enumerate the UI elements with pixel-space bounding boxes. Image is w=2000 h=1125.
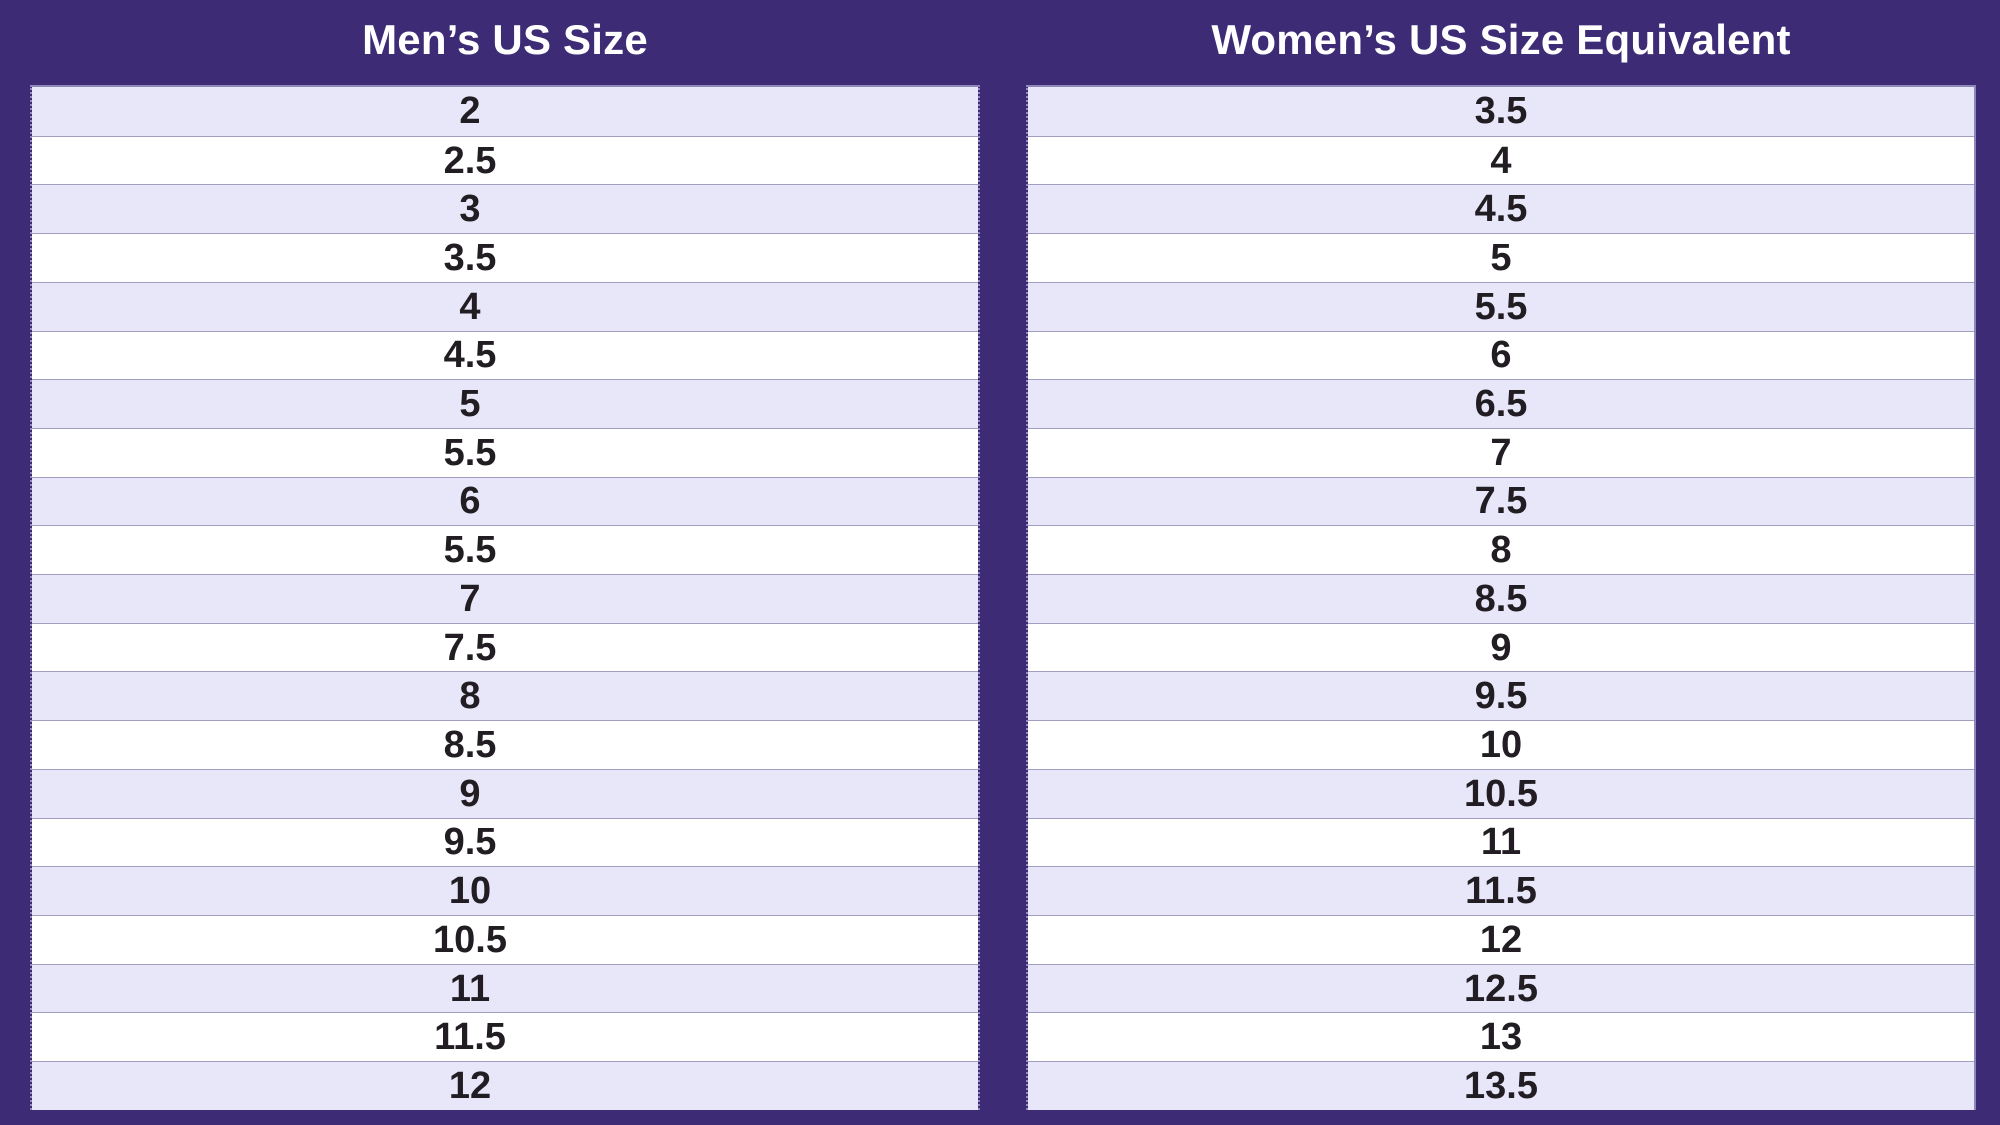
size-value: 6 — [1490, 334, 1512, 377]
table-row: 7 — [32, 574, 978, 623]
size-value: 10 — [448, 870, 492, 913]
size-value: 8 — [459, 675, 481, 718]
size-value: 5 — [1490, 236, 1512, 279]
table-row: 4.5 — [1028, 184, 1974, 234]
table-row: 5 — [1028, 233, 1974, 282]
size-value: 8.5 — [1474, 577, 1528, 620]
table-row: 8.5 — [1028, 574, 1974, 623]
size-value: 7.5 — [443, 626, 497, 669]
table-row: 11 — [32, 963, 978, 1013]
table-row: 12 — [32, 1061, 978, 1110]
size-value: 10 — [1479, 723, 1523, 766]
size-value: 7.5 — [1474, 480, 1528, 523]
table-row: 6 — [1028, 330, 1974, 380]
table-row: 13.5 — [1028, 1061, 1974, 1110]
table-row: 11 — [1028, 817, 1974, 867]
table-row: 4 — [32, 281, 978, 331]
size-value: 5.5 — [443, 529, 497, 572]
table-row: 10.5 — [32, 914, 978, 964]
size-value: 3.5 — [443, 236, 497, 279]
size-value: 12.5 — [1464, 967, 1538, 1010]
mens-column-header: Men’s US Size — [362, 15, 648, 63]
size-value: 9 — [459, 772, 481, 815]
size-value: 6.5 — [1474, 383, 1528, 426]
table-row: 11.5 — [32, 1012, 978, 1062]
size-value: 6 — [459, 480, 481, 523]
table-row: 6 — [32, 476, 978, 526]
size-value: 10.5 — [433, 918, 507, 961]
table-row: 3 — [32, 184, 978, 234]
table-row: 9 — [1028, 622, 1974, 672]
size-value: 11.5 — [434, 1016, 506, 1059]
table-row: 4.5 — [32, 330, 978, 380]
size-value: 2 — [459, 90, 481, 133]
table-row: 8 — [32, 671, 978, 721]
size-value: 8.5 — [443, 723, 497, 766]
womens-column: Women’s US Size Equivalent 3.5 4 4.5 5 5.5 6 6… — [1026, 0, 1976, 1125]
table-row: 5 — [32, 379, 978, 428]
womens-column-header: Women’s US Size Equivalent — [1211, 15, 1791, 63]
mens-column: Men’s US Size 2 2.5 3 3.5 4 4.5 5 5.5 6 5.5 7 7.5 8 8… — [30, 0, 980, 1125]
size-value: 2.5 — [443, 139, 497, 182]
size-value: 13.5 — [1464, 1064, 1538, 1107]
size-value: 7 — [459, 577, 481, 620]
size-value: 4.5 — [443, 334, 497, 377]
size-value: 10.5 — [1464, 772, 1538, 815]
size-value: 5.5 — [443, 431, 497, 474]
table-row: 7.5 — [32, 622, 978, 672]
table-row: 8.5 — [32, 720, 978, 769]
size-value: 4 — [1490, 139, 1512, 182]
table-row: 10 — [1028, 720, 1974, 769]
table-row: 13 — [1028, 1012, 1974, 1062]
size-value: 4 — [459, 285, 481, 328]
size-value: 3.5 — [1474, 90, 1528, 133]
table-row: 7.5 — [1028, 476, 1974, 526]
table-row: 2 — [32, 87, 978, 136]
table-row: 9.5 — [32, 817, 978, 867]
table-row: 7 — [1028, 427, 1974, 477]
table-row: 5.5 — [32, 525, 978, 575]
size-value: 12 — [1479, 918, 1523, 961]
size-value: 12 — [448, 1064, 492, 1107]
size-value: 3 — [459, 188, 481, 231]
table-row: 10.5 — [1028, 768, 1974, 818]
size-value: 7 — [1490, 431, 1512, 474]
table-row: 11.5 — [1028, 866, 1974, 915]
table-row: 5.5 — [32, 427, 978, 477]
table-row: 5.5 — [1028, 281, 1974, 331]
size-value: 9.5 — [1474, 675, 1528, 718]
size-value: 13 — [1479, 1016, 1523, 1059]
table-row: 12.5 — [1028, 963, 1974, 1013]
table-row: 10 — [32, 866, 978, 915]
mens-size-table: 2 2.5 3 3.5 4 4.5 5 5.5 6 5.5 7 7.5 8 8.5 9 9.5 10 10.5 11… — [30, 85, 980, 1110]
womens-size-table: 3.5 4 4.5 5 5.5 6 6.5 7 7.5 8 8.5 9 9.5 10 10.5 11 11.5 1… — [1026, 85, 1976, 1110]
table-row: 12 — [1028, 914, 1974, 964]
table-row: 9.5 — [1028, 671, 1974, 721]
table-row: 3.5 — [32, 233, 978, 282]
size-value: 9.5 — [443, 821, 497, 864]
size-value: 4.5 — [1474, 188, 1528, 231]
size-value: 5 — [459, 383, 481, 426]
size-value: 11 — [449, 967, 491, 1010]
size-value: 11.5 — [1465, 870, 1537, 913]
table-row: 3.5 — [1028, 87, 1974, 136]
table-row: 6.5 — [1028, 379, 1974, 428]
table-row: 2.5 — [32, 135, 978, 185]
table-row: 9 — [32, 768, 978, 818]
size-value: 8 — [1490, 529, 1512, 572]
size-value: 5.5 — [1474, 285, 1528, 328]
table-row: 4 — [1028, 135, 1974, 185]
table-row: 8 — [1028, 525, 1974, 575]
size-value: 11 — [1480, 821, 1522, 864]
size-value: 9 — [1490, 626, 1512, 669]
